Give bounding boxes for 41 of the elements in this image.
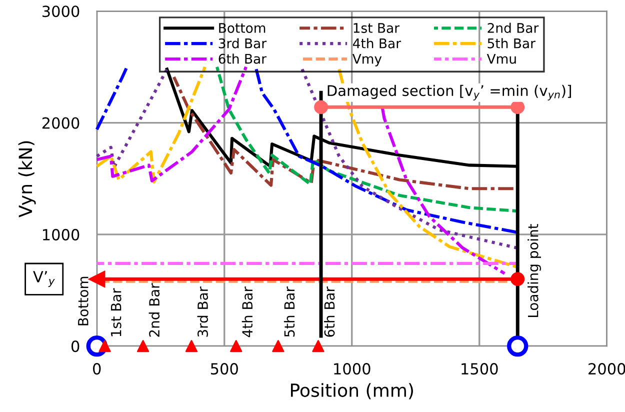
point — [272, 340, 284, 352]
x-tick-label: 500 — [210, 363, 238, 375]
point — [510, 100, 525, 114]
annotation: 5th Bar — [284, 286, 295, 337]
legend-label: 5th Bar — [488, 38, 536, 48]
legend-label: 6th Bar — [218, 54, 267, 64]
annotation: 2nd Bar — [148, 283, 160, 337]
y-tick-label: 1000 — [43, 228, 80, 240]
y-tick-label: 0 — [71, 340, 80, 352]
text: V’$_{y}$ — [33, 271, 55, 288]
y-axis-title: Vyn (kN) — [18, 141, 36, 218]
point — [185, 340, 198, 352]
legend-label: Vmy — [352, 54, 382, 66]
x-tick-label: 2000 — [588, 363, 625, 375]
legend-label: Bottom — [219, 23, 266, 33]
point — [88, 270, 106, 288]
point — [98, 340, 111, 352]
annotation: 3rd Bar — [197, 286, 208, 337]
text: Bottom — [78, 276, 88, 326]
point — [510, 272, 525, 286]
x-tick-label: 1500 — [462, 363, 498, 375]
annotation: Loading point — [528, 224, 542, 317]
legend-label: 4th Bar — [352, 38, 402, 48]
y-tick-label: 2000 — [42, 117, 80, 129]
y-tick-label: 3000 — [42, 6, 80, 18]
annotation: Damaged section [v$_{y}$’ =min (v$_{yn}$)] — [328, 84, 571, 100]
point — [312, 340, 324, 352]
point — [507, 335, 528, 357]
x-tick-label: 1000 — [334, 363, 370, 375]
x-tick-label: 0 — [93, 363, 101, 375]
legend-label: Vmu — [486, 54, 516, 64]
legend-label: 1st Bar — [354, 23, 400, 33]
legend-label: 2nd Bar — [488, 22, 539, 33]
legend-label: 3rd Bar — [218, 38, 267, 48]
point — [230, 340, 242, 352]
point — [314, 100, 328, 114]
point — [136, 340, 150, 352]
x-axis-title: Position (mm) — [291, 383, 413, 400]
annotation: 6th Bar — [324, 286, 335, 337]
annotation: 1st Bar — [110, 288, 122, 336]
annotation: 4th Bar — [242, 286, 253, 338]
